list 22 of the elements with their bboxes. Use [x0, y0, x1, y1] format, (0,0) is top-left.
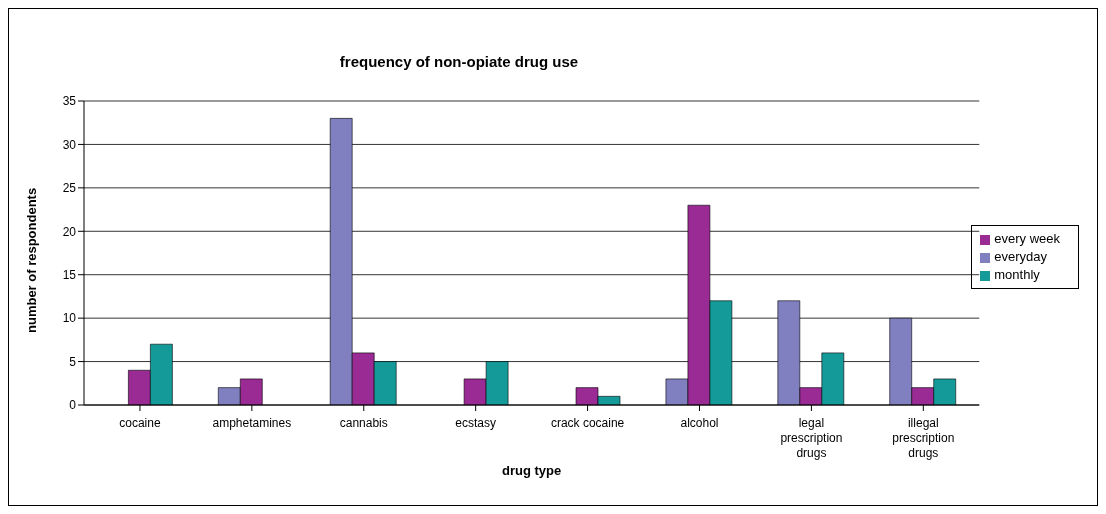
x-tick-label: illegal prescription drugs — [892, 416, 955, 460]
legend-label: every week — [994, 231, 1060, 246]
x-tick-label: cocaine — [119, 416, 161, 430]
x-tick-label: legal prescription drugs — [780, 416, 843, 460]
x-tick-label: ecstasy — [455, 416, 497, 430]
legend-label: everyday — [994, 249, 1047, 264]
y-tick-label: 15 — [62, 267, 77, 282]
x-axis-title: drug type — [502, 463, 562, 478]
x-tick-label: alcohol — [680, 416, 719, 430]
y-tick-label: 25 — [62, 181, 77, 196]
x-tick-label: crack cocaine — [550, 416, 625, 430]
y-tick-label: 10 — [62, 311, 77, 326]
y-tick-label: 20 — [62, 224, 77, 239]
y-tick-label: 0 — [69, 398, 77, 413]
y-tick-label: 30 — [62, 137, 77, 152]
x-tick-label: cannabis — [339, 416, 388, 430]
y-tick-label: 35 — [62, 94, 77, 109]
y-axis-title: number of respondents — [23, 187, 39, 333]
legend-label: monthly — [994, 267, 1040, 282]
x-tick-label: amphetamines — [212, 416, 292, 430]
chart-title: frequency of non-opiate drug use — [338, 53, 580, 70]
y-tick-label: 5 — [69, 354, 77, 369]
